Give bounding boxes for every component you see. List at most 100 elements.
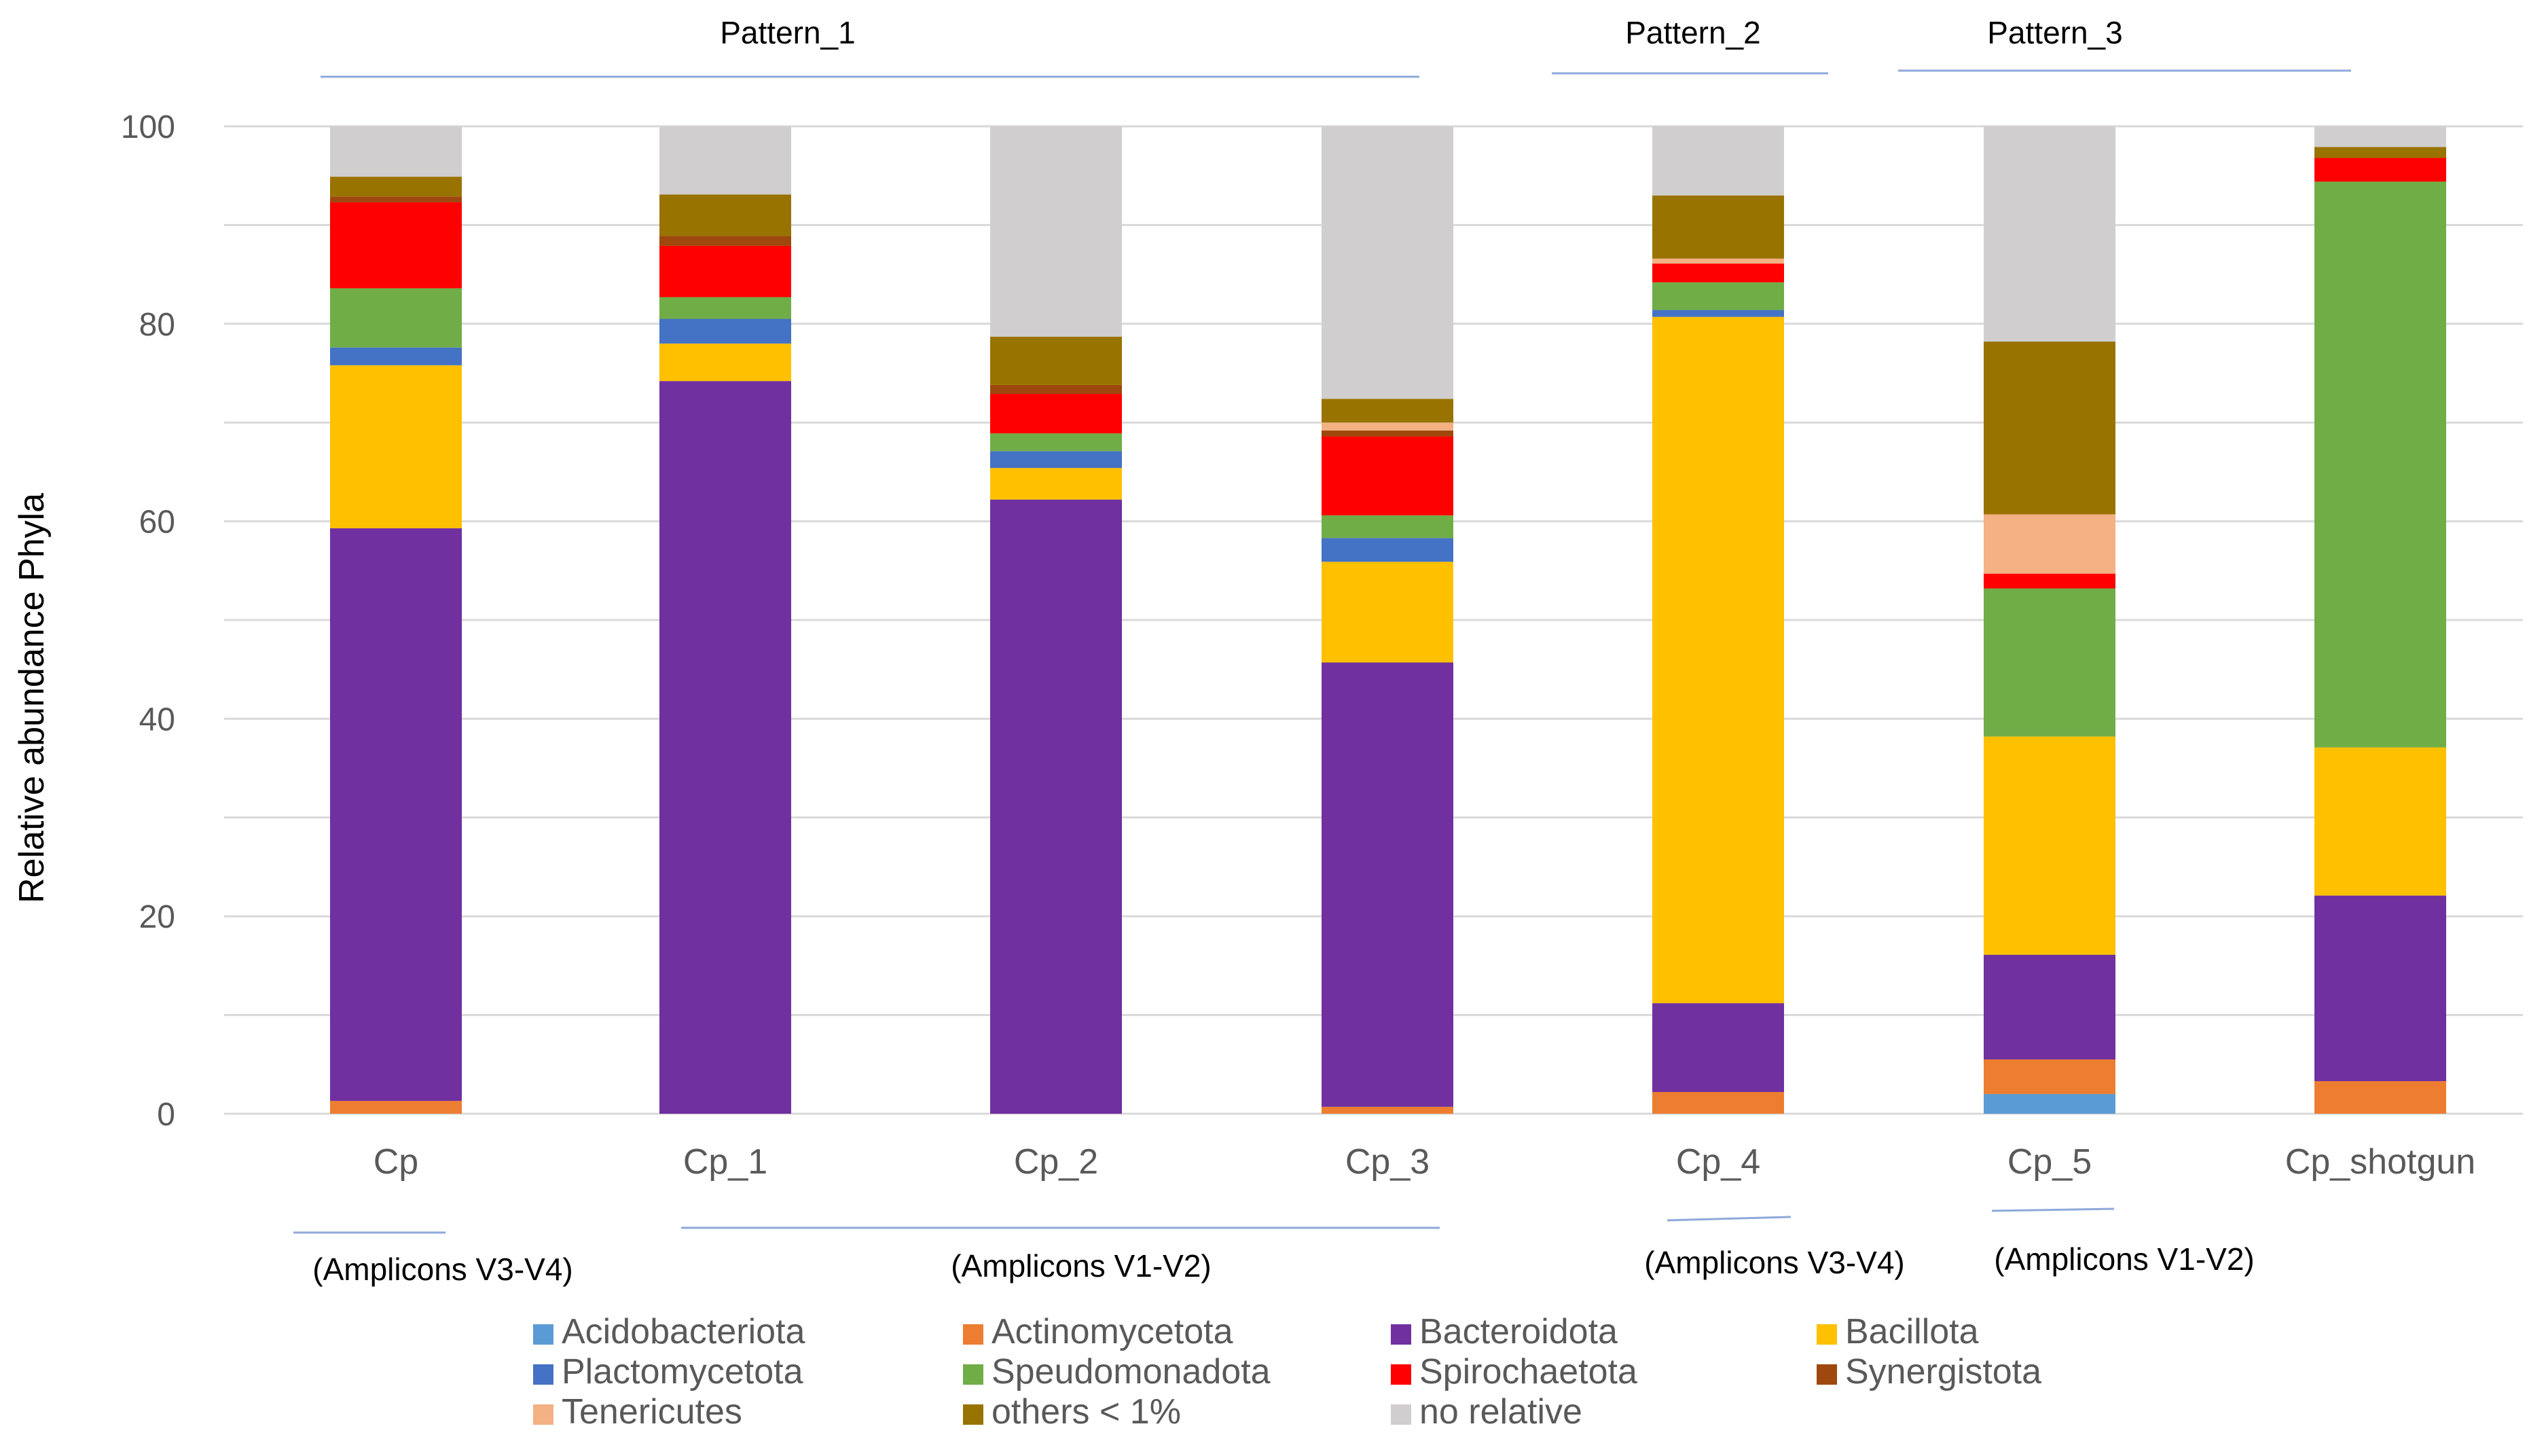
legend-swatch: [1391, 1324, 1411, 1345]
legend-item: Speudomonadota: [963, 1352, 1271, 1391]
pattern-label: Pattern_2: [1625, 15, 1760, 50]
bar-segment: [330, 288, 462, 348]
bar-segment: [990, 433, 1122, 452]
bar-segment: [990, 394, 1122, 434]
bar-segment: [1652, 258, 1784, 264]
legend-swatch: [533, 1364, 553, 1385]
y-tick-label: 20: [139, 899, 175, 935]
y-tick-label: 60: [139, 505, 175, 541]
bar-segment: [659, 297, 791, 319]
legend: Acidobacteriota Actinomycetota Bacteroidot…: [533, 1312, 2041, 1432]
x-category-label: Cp_4: [1676, 1142, 1760, 1182]
bar-segment: [2314, 126, 2446, 147]
legend-swatch: [1391, 1364, 1411, 1385]
bar-stack-Cp_5: [1984, 126, 2115, 1114]
bar-segment: [990, 499, 1122, 1114]
legend-swatch: [963, 1404, 983, 1425]
legend-item: Tenericutes: [533, 1392, 742, 1432]
bar-segment: [1322, 538, 1453, 562]
bar-segment: [1652, 263, 1784, 283]
bar-segment: [330, 365, 462, 528]
legend-item: Bacteroidota: [1391, 1312, 1618, 1351]
bar-segment: [330, 202, 462, 289]
x-category-label: Cp: [374, 1142, 418, 1182]
legend-label: no relative: [1419, 1392, 1582, 1432]
legend-item: Plactomycetota: [533, 1352, 803, 1391]
legend-item: Bacillota: [1817, 1312, 1979, 1351]
bar-stack-Cp_2: [990, 126, 1122, 1114]
amplicon-bracket-line: [1991, 1207, 2115, 1212]
bar-segment: [659, 194, 791, 236]
legend-label: Acidobacteriota: [562, 1312, 805, 1351]
x-category-label: Cp_3: [1345, 1142, 1430, 1182]
bar-stack-Cp_1: [659, 126, 791, 1114]
bar-segment: [1322, 562, 1453, 663]
bar-segment: [659, 236, 791, 246]
legend-item: Synergistota: [1817, 1352, 2041, 1391]
legend-label: Bacteroidota: [1419, 1312, 1618, 1351]
bar-segment: [990, 468, 1122, 500]
x-axis-categories: Cp Cp_1 Cp_2 Cp_3 Cp_4 Cp_5 Cp_shotgun: [374, 1142, 2475, 1182]
amplicon-bracket-line: [1667, 1216, 1792, 1222]
bar-segment: [330, 126, 462, 177]
x-category-label: Cp_1: [683, 1142, 767, 1182]
bar-segment: [1322, 662, 1453, 1107]
y-axis-title: Relative abundance Phyla: [12, 493, 52, 903]
bar-segment: [1652, 316, 1784, 1004]
legend-item: Acidobacteriota: [533, 1312, 805, 1351]
bar-segment: [2314, 747, 2446, 896]
legend-item: Spirochaetota: [1391, 1352, 1637, 1391]
legend-swatch: [963, 1324, 983, 1345]
y-tick-label: 0: [157, 1097, 175, 1133]
bar-segment: [1984, 573, 2115, 589]
legend-item: Actinomycetota: [963, 1312, 1233, 1351]
legend-label: Plactomycetota: [562, 1352, 803, 1391]
pattern-label: Pattern_1: [720, 15, 855, 50]
pattern-label: Pattern_3: [1987, 15, 2122, 50]
bar-segment: [990, 384, 1122, 395]
bar-segment: [1984, 514, 2115, 574]
bar-segment: [2314, 147, 2446, 158]
y-tick-label: 40: [139, 702, 175, 738]
bar-stack-Cp_shotgun: [2314, 126, 2446, 1114]
bar-segment: [1984, 1093, 2115, 1114]
bar-segment: [659, 126, 791, 195]
bar-segment: [659, 245, 791, 297]
bar-segment: [1652, 195, 1784, 259]
legend-swatch: [533, 1324, 553, 1345]
bar-segment: [659, 343, 791, 382]
bar-segment: [330, 177, 462, 197]
legend-label: others < 1%: [992, 1392, 1181, 1432]
bar-segment: [2314, 158, 2446, 182]
bar-segment: [2314, 895, 2446, 1082]
legend-label: Speudomonadota: [992, 1352, 1271, 1391]
bar-segment: [1652, 282, 1784, 310]
legend-label: Synergistota: [1845, 1352, 2041, 1391]
bar-segment: [1652, 1092, 1784, 1114]
bar-segment: [1322, 422, 1453, 431]
bar-segment: [1652, 1003, 1784, 1093]
legend-swatch: [1817, 1324, 1837, 1345]
bar-segment: [1984, 954, 2115, 1060]
bar-segment: [990, 451, 1122, 469]
bar-stack-Cp_3: [1322, 126, 1453, 1114]
bar-segment: [990, 336, 1122, 385]
bar-stack-Cp_4: [1652, 126, 1784, 1114]
x-category-label: Cp_2: [1014, 1142, 1098, 1182]
bar-segment: [1322, 126, 1453, 399]
annotations: Pattern_1 Pattern_2 Pattern_3 (Amplicons V3…: [293, 15, 2351, 1287]
bar-segment: [2314, 181, 2446, 748]
bar-segment: [659, 318, 791, 344]
legend-swatch: [1391, 1404, 1411, 1425]
bar-stack-Cp: [330, 126, 462, 1114]
y-tick-label: 100: [121, 109, 175, 145]
bar-segment: [330, 347, 462, 365]
bar-segment: [1322, 436, 1453, 515]
bar-segment: [2314, 1081, 2446, 1114]
bar-segment: [659, 381, 791, 1114]
amplicon-label: (Amplicons V1-V2): [1994, 1241, 2254, 1277]
x-category-label: Cp_shotgun: [2285, 1142, 2475, 1182]
bar-segment: [1322, 515, 1453, 539]
amplicon-label: (Amplicons V3-V4): [312, 1252, 572, 1287]
